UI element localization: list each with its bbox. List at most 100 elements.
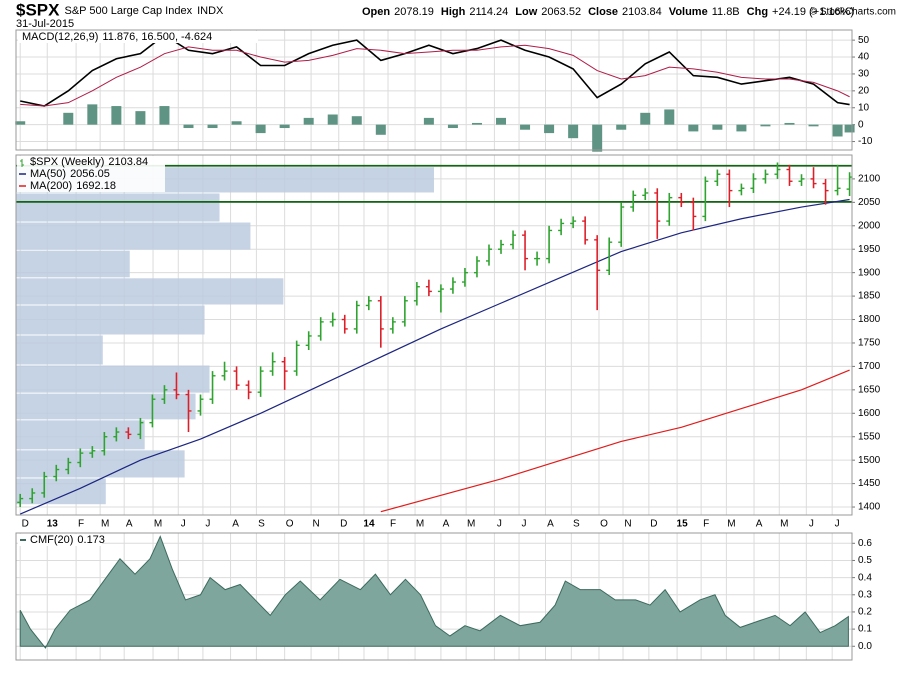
macd-histogram-bar: [844, 124, 855, 133]
macd-histogram-bar: [520, 124, 531, 130]
y-tick-label: 1750: [858, 338, 881, 349]
volume-by-price-bar: [16, 305, 205, 335]
volume-by-price-bar: [16, 250, 130, 278]
x-tick-label: A: [443, 519, 450, 530]
legend-value: 11.876: [102, 31, 135, 43]
y-tick-label: 1500: [858, 455, 881, 466]
x-tick-label: A: [756, 519, 763, 530]
legend-value: -4.624: [181, 31, 212, 43]
macd-histogram-bar: [496, 117, 507, 125]
y-tick-label: 1700: [858, 361, 881, 372]
stat-value: 2103.84: [622, 6, 662, 18]
macd-histogram-bar: [303, 117, 314, 125]
y-tick-label: 0.2: [858, 607, 872, 618]
x-tick-label: N: [624, 519, 631, 530]
x-tick-label: J: [497, 519, 502, 530]
y-tick-label: 1400: [858, 502, 881, 513]
y-tick-label: 30: [858, 69, 870, 80]
x-tick-label: N: [312, 519, 319, 530]
x-tick-label: S: [573, 519, 580, 530]
macd-histogram-bar: [183, 124, 194, 129]
legend-value: 2103.84: [108, 156, 148, 168]
x-tick-label: 13: [47, 519, 59, 530]
cmf-area: [19, 535, 849, 649]
y-tick-label: 0.5: [858, 555, 872, 566]
x-tick-label: D: [340, 519, 347, 530]
legend-label: MACD(12,26,9): [22, 31, 98, 43]
legend-value: 1692.18: [76, 180, 116, 192]
macd-histogram-bar: [616, 124, 627, 130]
x-tick-label: 15: [677, 519, 689, 530]
macd-histogram-bar: [375, 124, 386, 135]
macd-histogram-bar: [351, 116, 362, 125]
y-tick-label: 0.6: [858, 538, 872, 549]
y-tick-label: 0.4: [858, 572, 872, 583]
stat-label: High: [441, 6, 466, 18]
copyright: © StockCharts.com: [810, 7, 896, 18]
macd-histogram-bar: [447, 124, 458, 129]
macd-histogram-bar: [15, 121, 26, 125]
macd-histogram-bar: [135, 111, 146, 125]
volume-by-price-bar: [16, 450, 185, 478]
stat-value: 2114.24: [469, 6, 508, 18]
volume-by-price-bar: [16, 393, 196, 420]
x-tick-label: 14: [363, 519, 375, 530]
x-tick-label: J: [835, 519, 840, 530]
panel-border: [15, 29, 853, 151]
y-tick-label: 0.0: [858, 641, 872, 652]
x-tick-label: D: [650, 519, 657, 530]
legend-separator: ,: [175, 31, 178, 43]
y-tick-label: 1550: [858, 431, 881, 442]
macd-histogram-bar: [832, 124, 843, 137]
date: 31-Jul-2015: [16, 18, 74, 30]
legend-separator: ,: [135, 31, 138, 43]
volume-by-price-bar: [16, 222, 251, 250]
y-tick-label: 0: [858, 119, 864, 130]
legend-box: [17, 156, 165, 192]
macd-histogram-bar: [664, 109, 675, 125]
legend-value: 0.173: [77, 534, 105, 546]
macd-histogram-bar: [327, 114, 338, 125]
x-tick-label: S: [258, 519, 265, 530]
x-tick-label: M: [101, 519, 109, 530]
macd-histogram-bar: [423, 117, 434, 125]
macd-histogram-bar: [231, 121, 242, 125]
x-tick-label: J: [205, 519, 210, 530]
macd-histogram-bar: [544, 124, 555, 134]
y-tick-label: 1900: [858, 267, 881, 278]
stat-label: Open: [362, 6, 390, 18]
macd-histogram-bar: [736, 124, 747, 132]
y-tick-label: 2100: [858, 174, 881, 185]
legend-label: MA(200): [30, 180, 72, 192]
legend-label: $SPX (Weekly): [30, 156, 104, 168]
y-tick-label: 1650: [858, 384, 881, 395]
stat-value: 2078.19: [394, 6, 434, 18]
macd-histogram-bar: [111, 106, 122, 125]
x-tick-label: F: [78, 519, 84, 530]
y-tick-label: -10: [858, 136, 873, 147]
macd-histogram-bar: [808, 124, 819, 127]
macd-histogram-bar: [760, 124, 771, 127]
x-tick-label: J: [809, 519, 814, 530]
x-tick-label: M: [780, 519, 788, 530]
macd-histogram-bar: [159, 106, 170, 125]
macd-histogram-bar: [688, 124, 699, 132]
x-tick-label: O: [600, 519, 608, 530]
moving-average: [380, 369, 850, 513]
volume-by-price-bar: [16, 335, 103, 365]
index-name: S&P 500 Large Cap Index: [64, 5, 192, 17]
macd-line: [20, 44, 850, 107]
legend-label: MA(50): [30, 168, 66, 180]
y-tick-label: 1450: [858, 478, 881, 489]
x-tick-label: M: [154, 519, 162, 530]
y-tick-label: 20: [858, 85, 870, 96]
macd-histogram-bar: [712, 124, 723, 130]
x-tick-label: J: [522, 519, 527, 530]
stat-value: +24.19 (+1.16%): [772, 6, 854, 18]
y-tick-label: 2050: [858, 197, 881, 208]
x-tick-label: A: [232, 519, 239, 530]
y-tick-label: 1850: [858, 291, 881, 302]
macd-histogram-bar: [255, 124, 266, 134]
macd-histogram-bar: [207, 124, 218, 129]
